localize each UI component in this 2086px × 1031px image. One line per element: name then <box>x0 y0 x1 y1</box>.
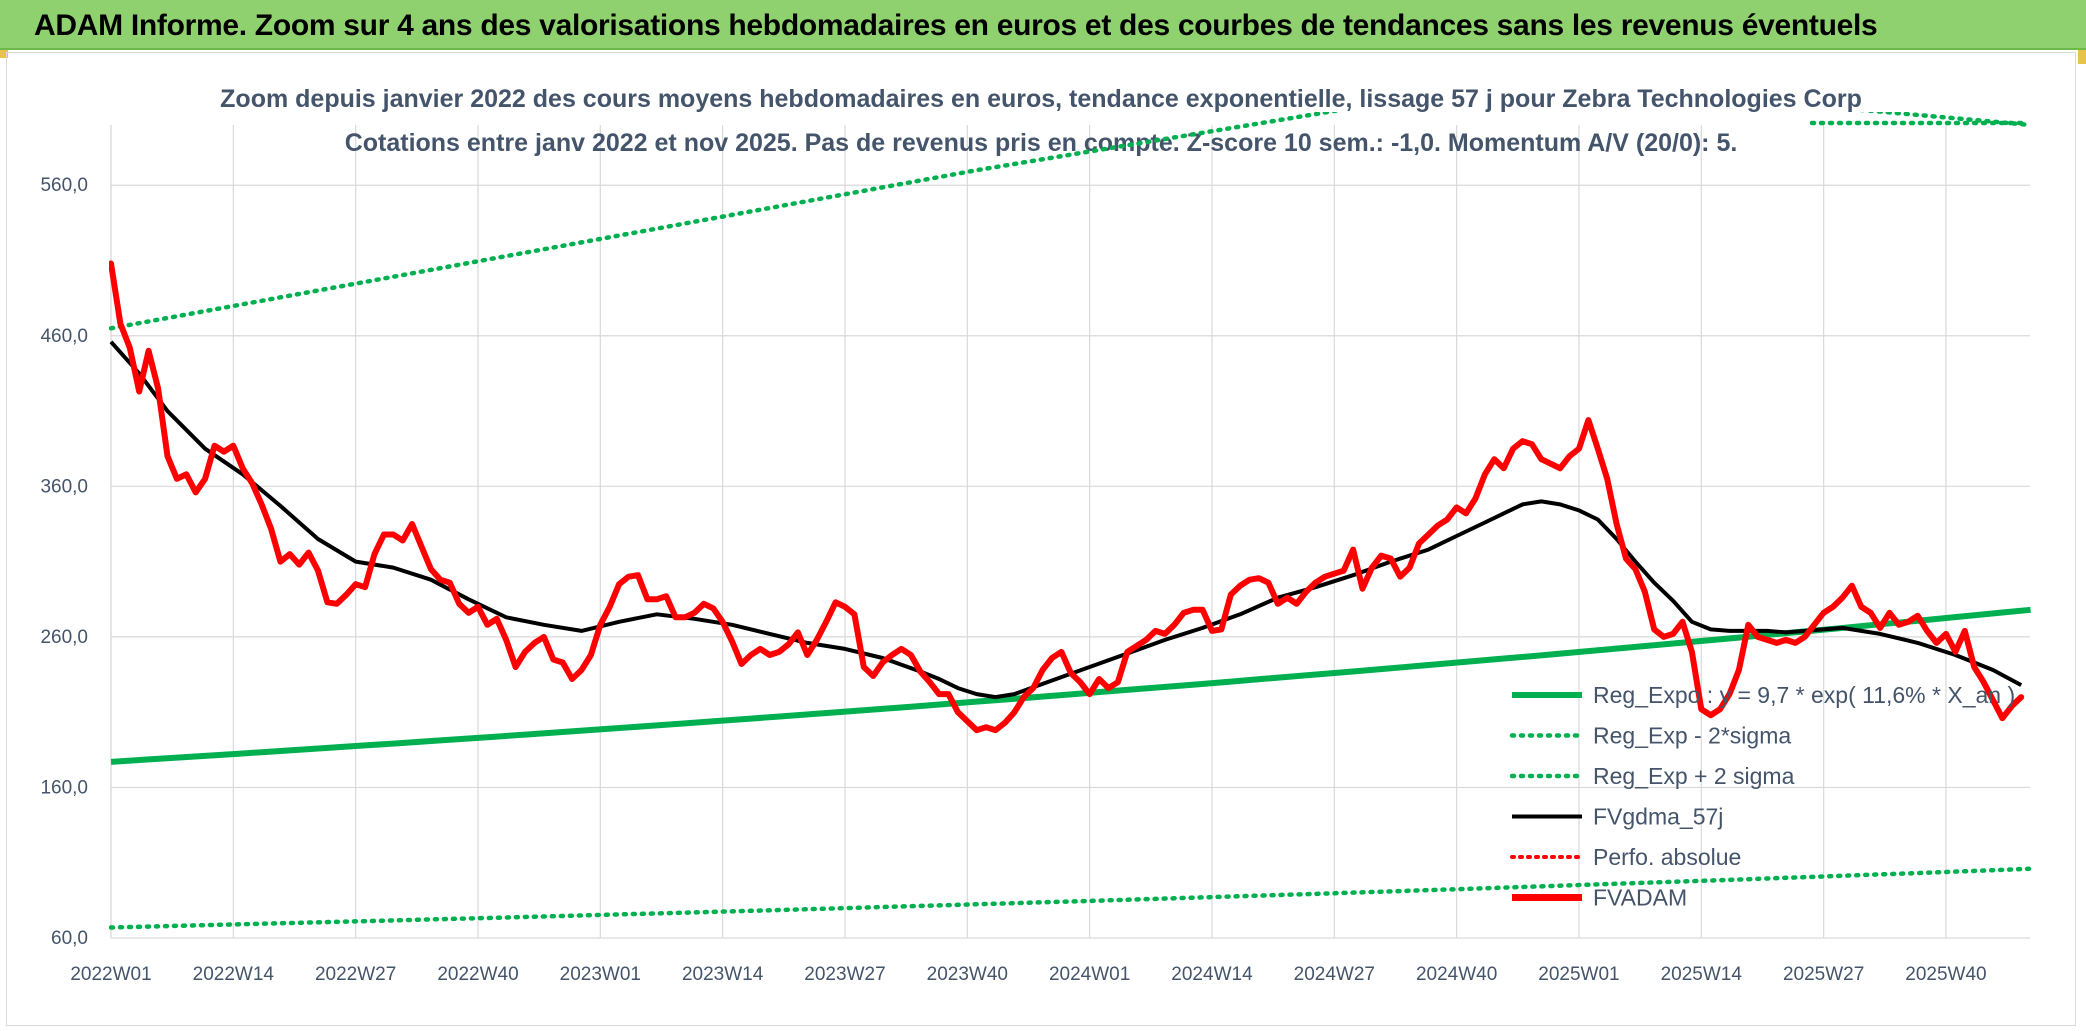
x-tick-label: 2022W01 <box>70 964 151 985</box>
banner-title: ADAM Informe. Zoom sur 4 ans des valoris… <box>34 9 1878 42</box>
corner-accent-left <box>0 50 8 58</box>
x-tick-label: 2023W40 <box>927 964 1008 985</box>
legend-label: Reg_Exp + 2 sigma <box>1593 763 1795 789</box>
legend-label: FVADAM <box>1593 885 1687 911</box>
x-tick-label: 2024W14 <box>1171 964 1253 985</box>
series-reg-expo <box>110 606 2031 765</box>
x-tick-label: 2024W01 <box>1049 964 1130 985</box>
x-tick-label: 2022W27 <box>315 964 396 985</box>
y-tick-label: 60,0 <box>51 928 88 949</box>
series-fvgdma-57j <box>109 340 2023 700</box>
y-tick-label: 160,0 <box>40 777 88 798</box>
series-fvadam <box>109 260 2025 734</box>
legend-label: Reg_Exp - 2*sigma <box>1593 723 1791 749</box>
legend-label: Reg_Expo : y = 9,7 * exp( 11,6% * X_an ) <box>1593 682 2015 708</box>
chart-title: Zoom depuis janvier 2022 des cours moyen… <box>220 85 1862 113</box>
series-group <box>109 112 2032 930</box>
legend-label: FVgdma_57j <box>1593 804 1723 830</box>
y-tick-label: 460,0 <box>40 326 88 347</box>
legend-label: Perfo. absolue <box>1593 844 1741 870</box>
axis-ticks: 60,0 160,0 260,0 360,0 460,0 560,0 2022W01 2022… <box>40 175 1986 985</box>
x-tick-label: 2025W01 <box>1538 964 1619 985</box>
x-tick-label: 2022W14 <box>193 964 275 985</box>
x-tick-label: 2023W27 <box>804 964 885 985</box>
x-tick-label: 2024W40 <box>1416 964 1497 985</box>
corner-accent-right <box>2078 50 2086 64</box>
x-tick-label: 2022W40 <box>437 964 518 985</box>
x-tick-label: 2023W14 <box>682 964 764 985</box>
x-tick-label: 2025W14 <box>1661 964 1743 985</box>
x-tick-label: 2025W40 <box>1905 964 1986 985</box>
chart-frame <box>6 52 2076 1026</box>
legend: Reg_Expo : y = 9,7 * exp( 11,6% * X_an )… <box>1509 682 2015 911</box>
y-tick-label: 360,0 <box>40 476 88 497</box>
series-reg-exp-minus-2sigma <box>109 866 2032 930</box>
x-tick-label: 2024W27 <box>1294 964 1375 985</box>
y-tick-label: 560,0 <box>40 175 88 196</box>
gridlines <box>110 125 2030 939</box>
y-tick-label: 260,0 <box>40 627 88 648</box>
x-tick-label: 2023W01 <box>560 964 641 985</box>
series-reg-exp-plus-2sigma <box>109 112 2032 331</box>
chart-subtitle: Cotations entre janv 2022 et nov 2025. P… <box>345 129 1738 157</box>
x-tick-label: 2025W27 <box>1783 964 1864 985</box>
header-banner: ADAM Informe. Zoom sur 4 ans des valoris… <box>0 0 2086 50</box>
